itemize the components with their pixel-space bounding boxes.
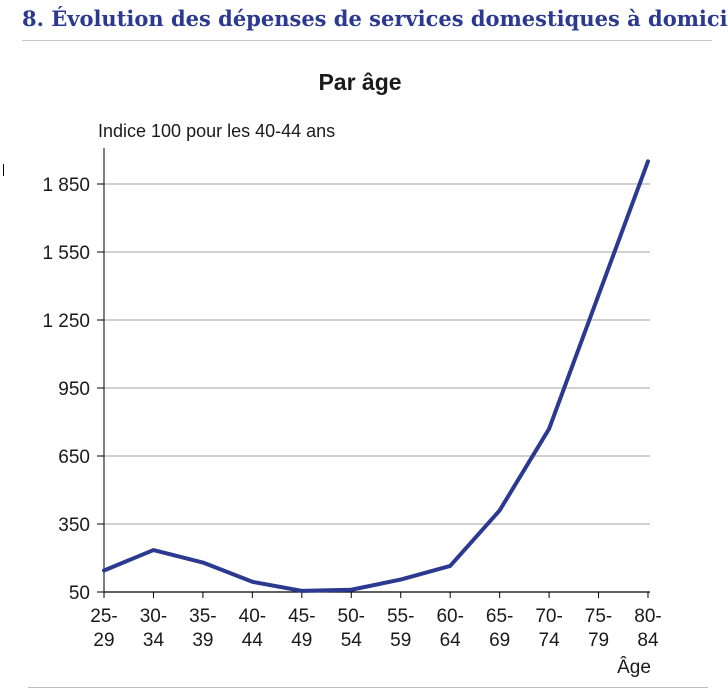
x-tick-label: 29: [93, 630, 114, 651]
x-tick-label: 25-: [90, 606, 117, 627]
gridlines: [104, 183, 650, 525]
x-tick-label: 30-: [140, 606, 167, 627]
x-tick-label: 79: [588, 630, 609, 651]
x-tick-label: 35-: [189, 606, 216, 627]
x-tick-label: 59: [390, 630, 411, 651]
data-points: [103, 161, 649, 591]
x-tick-label: 45-: [288, 606, 315, 627]
x-tick-label: 64: [440, 630, 462, 651]
x-tick-label: 49: [291, 630, 312, 651]
y-tick-label: 1 550: [42, 243, 90, 264]
y-tick-label: 50: [69, 583, 90, 604]
x-tick-label: 50-: [338, 606, 365, 627]
title-divider: [22, 40, 712, 41]
x-tick-label: 54: [341, 630, 363, 651]
y-tick-label: 350: [58, 515, 90, 536]
x-tick-label: 65-: [486, 606, 513, 627]
y-tick-label: 1 850: [42, 175, 90, 196]
x-tick-label: 60-: [436, 606, 463, 627]
x-tick-label: 55-: [387, 606, 414, 627]
y-axis-ticks: 50 350 650 950 1 250 1 550 1 850: [42, 175, 104, 604]
x-tick-label: 80-: [634, 606, 661, 627]
x-tick-label: 74: [539, 630, 561, 651]
x-tick-label: 44: [242, 630, 264, 651]
y-tick-label: 650: [58, 447, 90, 468]
x-tick-label: 70-: [535, 606, 562, 627]
figure-title: 8. Évolution des dépenses de services do…: [22, 6, 728, 31]
x-tick-label: 34: [143, 630, 165, 651]
x-tick-label: 84: [637, 630, 659, 651]
x-tick-label: 75-: [585, 606, 612, 627]
chart-title: Par âge: [318, 69, 401, 95]
x-tick-label: 69: [489, 630, 510, 651]
x-tick-label: 40-: [239, 606, 266, 627]
x-axis-label: Âge: [617, 656, 651, 678]
y-tick-label: 1 250: [42, 311, 90, 332]
series-line-indice: [102, 159, 650, 593]
margin-mark: [3, 164, 4, 176]
bottom-divider: [28, 687, 708, 688]
x-axis-ticks: 25- 29 30- 34 35- 39 40- 44 45- 49 50- 54 55- 59 60- 64…: [90, 592, 662, 651]
x-tick-label: 39: [192, 630, 213, 651]
y-tick-label: 950: [58, 379, 90, 400]
y-axis-label: Indice 100 pour les 40-44 ans: [98, 121, 335, 141]
